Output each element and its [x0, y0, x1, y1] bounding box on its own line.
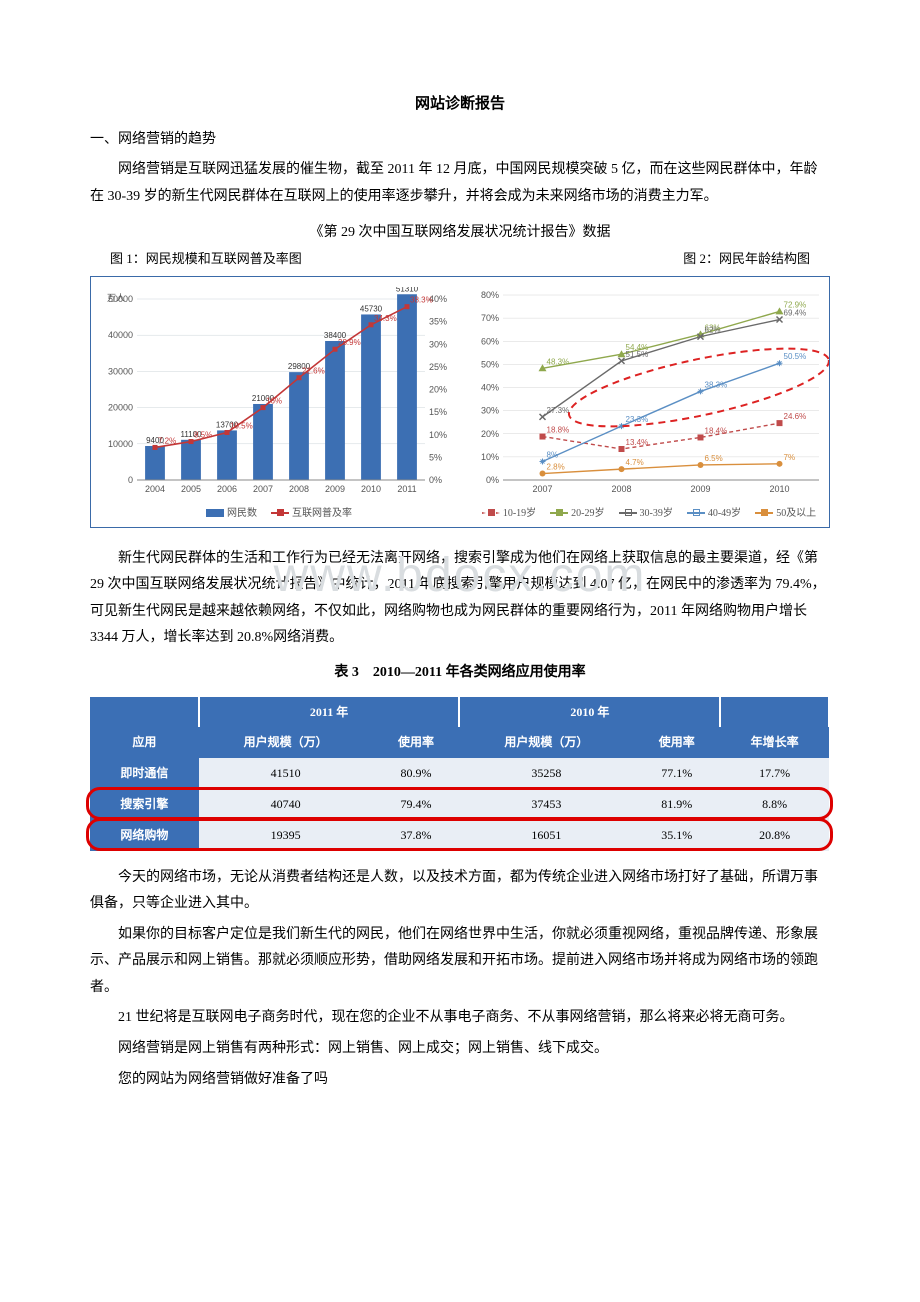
chart-2: 0% 10% 20% 30% 40% 50% 60% 70% 80% 2007 2008 2009 20… — [469, 287, 829, 523]
svg-text:2006: 2006 — [217, 484, 237, 494]
svg-text:10%: 10% — [429, 429, 447, 439]
svg-text:0%: 0% — [429, 475, 442, 485]
svg-text:7.2%: 7.2% — [158, 436, 176, 445]
svg-text:40000: 40000 — [108, 330, 133, 340]
fig2-label: 图 2：网民年龄结构图 — [683, 247, 810, 272]
svg-text:7%: 7% — [784, 452, 796, 461]
svg-text:4.7%: 4.7% — [626, 458, 644, 467]
svg-text:24.6%: 24.6% — [784, 412, 807, 421]
svg-text:30000: 30000 — [108, 366, 133, 376]
svg-text:13.4%: 13.4% — [626, 438, 649, 447]
svg-text:2009: 2009 — [690, 484, 710, 494]
section-heading-1: 一、网络营销的趋势 — [90, 127, 830, 154]
svg-text:18.4%: 18.4% — [705, 426, 728, 435]
svg-text:69.4%: 69.4% — [784, 308, 807, 317]
paragraph-4: 如果你的目标客户定位是我们新生代的网民，他们在网络世界中生活，你就必须重视网络，… — [90, 922, 830, 1002]
svg-text:50000: 50000 — [108, 294, 133, 304]
svg-text:15%: 15% — [429, 407, 447, 417]
svg-text:20%: 20% — [429, 384, 447, 394]
svg-text:2009: 2009 — [325, 484, 345, 494]
usage-table: 2011 年2010 年应用用户规模（万）使用率用户规模（万）使用率年增长率即时… — [90, 697, 830, 851]
chart1-legend: 网民数 互联网普及率 — [99, 504, 459, 523]
svg-text:10000: 10000 — [108, 438, 133, 448]
svg-text:51.5%: 51.5% — [626, 349, 649, 358]
svg-text:10.5%: 10.5% — [230, 421, 253, 430]
page-title: 网站诊断报告 — [90, 90, 830, 119]
svg-text:18.8%: 18.8% — [547, 425, 570, 434]
svg-text:50.5%: 50.5% — [784, 352, 807, 361]
svg-text:2005: 2005 — [181, 484, 201, 494]
svg-text:28.9%: 28.9% — [338, 338, 361, 347]
svg-text:0%: 0% — [486, 475, 499, 485]
paragraph-7: 您的网站为网络营销做好准备了吗 — [90, 1067, 830, 1094]
svg-text:2008: 2008 — [611, 484, 631, 494]
svg-text:10%: 10% — [481, 451, 499, 461]
svg-text:2.8%: 2.8% — [547, 462, 565, 471]
paragraph-1: 网络营销是互联网迅猛发展的催生物，截至 2011 年 12 月底，中国网民规模突… — [90, 157, 830, 210]
svg-text:38.3%: 38.3% — [705, 380, 728, 389]
svg-text:16%: 16% — [266, 396, 282, 405]
svg-text:2007: 2007 — [253, 484, 273, 494]
svg-text:30%: 30% — [481, 405, 499, 415]
svg-text:2004: 2004 — [145, 484, 165, 494]
svg-text:6.5%: 6.5% — [705, 454, 723, 463]
svg-text:8%: 8% — [547, 450, 559, 459]
svg-text:2007: 2007 — [532, 484, 552, 494]
paragraph-5: 21 世纪将是互联网电子商务时代，现在您的企业不从事电子商务、不从事网络营销，那… — [90, 1005, 830, 1032]
svg-text:50%: 50% — [481, 359, 499, 369]
svg-text:2010: 2010 — [769, 484, 789, 494]
svg-text:2011: 2011 — [397, 484, 416, 494]
paragraph-6: 网络营销是网上销售有两种形式：网上销售、网上成交；网上销售、线下成交。 — [90, 1036, 830, 1063]
svg-text:48.3%: 48.3% — [547, 357, 570, 366]
charts-container: 万人010000200003000040000500000%5%10%15%20… — [90, 276, 830, 528]
paragraph-2: 新生代网民群体的生活和工作行为已经无法离开网络，搜索引擎成为他们在网络上获取信息… — [90, 546, 830, 652]
svg-text:5%: 5% — [429, 452, 442, 462]
svg-text:34.3%: 34.3% — [374, 313, 397, 322]
svg-text:2010: 2010 — [361, 484, 381, 494]
fig1-label: 图 1：网民规模和互联网普及率图 — [110, 247, 302, 272]
source-caption: 《第 29 次中国互联网络发展状况统计报告》数据 — [90, 220, 830, 247]
svg-text:60%: 60% — [481, 336, 499, 346]
svg-text:38.3%: 38.3% — [410, 295, 433, 304]
svg-text:0: 0 — [128, 475, 133, 485]
svg-text:62%: 62% — [705, 325, 721, 334]
svg-text:23.3%: 23.3% — [626, 415, 649, 424]
svg-text:35%: 35% — [429, 316, 447, 326]
svg-text:80%: 80% — [481, 290, 499, 300]
svg-text:20000: 20000 — [108, 402, 133, 412]
svg-text:70%: 70% — [481, 313, 499, 323]
table-wrap: 2011 年2010 年应用用户规模（万）使用率用户规模（万）使用率年增长率即时… — [90, 697, 830, 851]
svg-text:8.5%: 8.5% — [194, 430, 212, 439]
table-caption: 表 3 2010—2011 年各类网络应用使用率 — [90, 660, 830, 687]
svg-text:40%: 40% — [481, 382, 499, 392]
svg-text:27.3%: 27.3% — [547, 405, 570, 414]
chart2-legend: 10-19岁20-29岁30-39岁40-49岁50及以上 — [469, 504, 829, 523]
svg-text:30%: 30% — [429, 339, 447, 349]
paragraph-3: 今天的网络市场，无论从消费者结构还是人数，以及技术方面，都为传统企业进入网络市场… — [90, 865, 830, 918]
svg-text:45730: 45730 — [360, 304, 383, 313]
svg-text:22.6%: 22.6% — [302, 366, 325, 375]
chart-1: 万人010000200003000040000500000%5%10%15%20… — [99, 287, 459, 523]
svg-text:25%: 25% — [429, 361, 447, 371]
svg-text:20%: 20% — [481, 428, 499, 438]
svg-text:2008: 2008 — [289, 484, 309, 494]
svg-text:51310: 51310 — [396, 287, 419, 293]
